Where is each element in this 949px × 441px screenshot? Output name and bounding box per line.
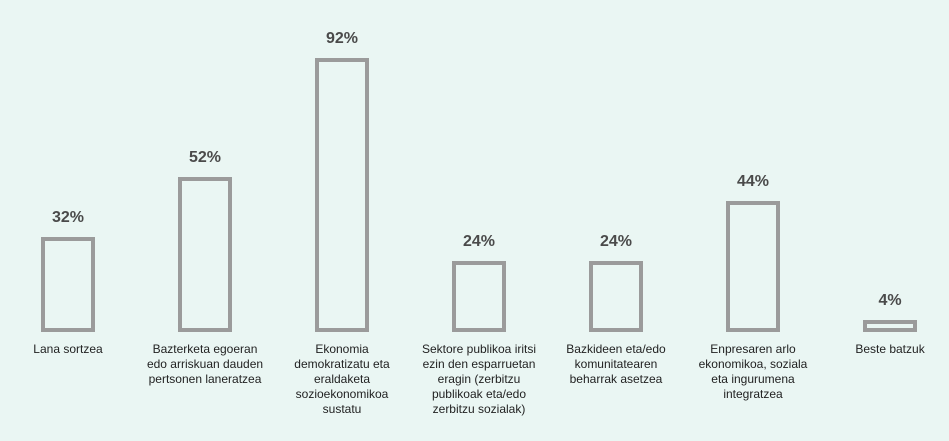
category-label: Bazkideen eta/edo komunitatearen beharra… [566, 342, 666, 386]
bar [863, 320, 917, 332]
value-label: 24% [599, 232, 633, 250]
bar [315, 58, 369, 332]
bar [41, 236, 95, 332]
category-label: Lana sortzea [33, 342, 103, 356]
bar [178, 177, 232, 332]
category-label: Bazterketa egoeran edo arriskuan dauden … [146, 342, 264, 386]
value-label: 24% [462, 232, 496, 250]
category-label: Enpresaren arlo ekonomikoa, soziala eta … [698, 342, 808, 401]
category-label: Ekonomia demokratizatu eta eraldaketa so… [294, 342, 390, 416]
value-label: 92% [325, 30, 359, 47]
bar [452, 260, 506, 332]
value-label: 44% [736, 172, 770, 190]
value-label: 52% [188, 149, 222, 167]
value-label: 32% [51, 208, 85, 226]
value-label: 4% [878, 292, 902, 310]
category-label: Beste batzuk [855, 342, 925, 356]
bar [589, 260, 643, 332]
category-label: Sektore publikoa iritsi ezin den esparru… [421, 342, 537, 416]
bar [726, 200, 780, 332]
